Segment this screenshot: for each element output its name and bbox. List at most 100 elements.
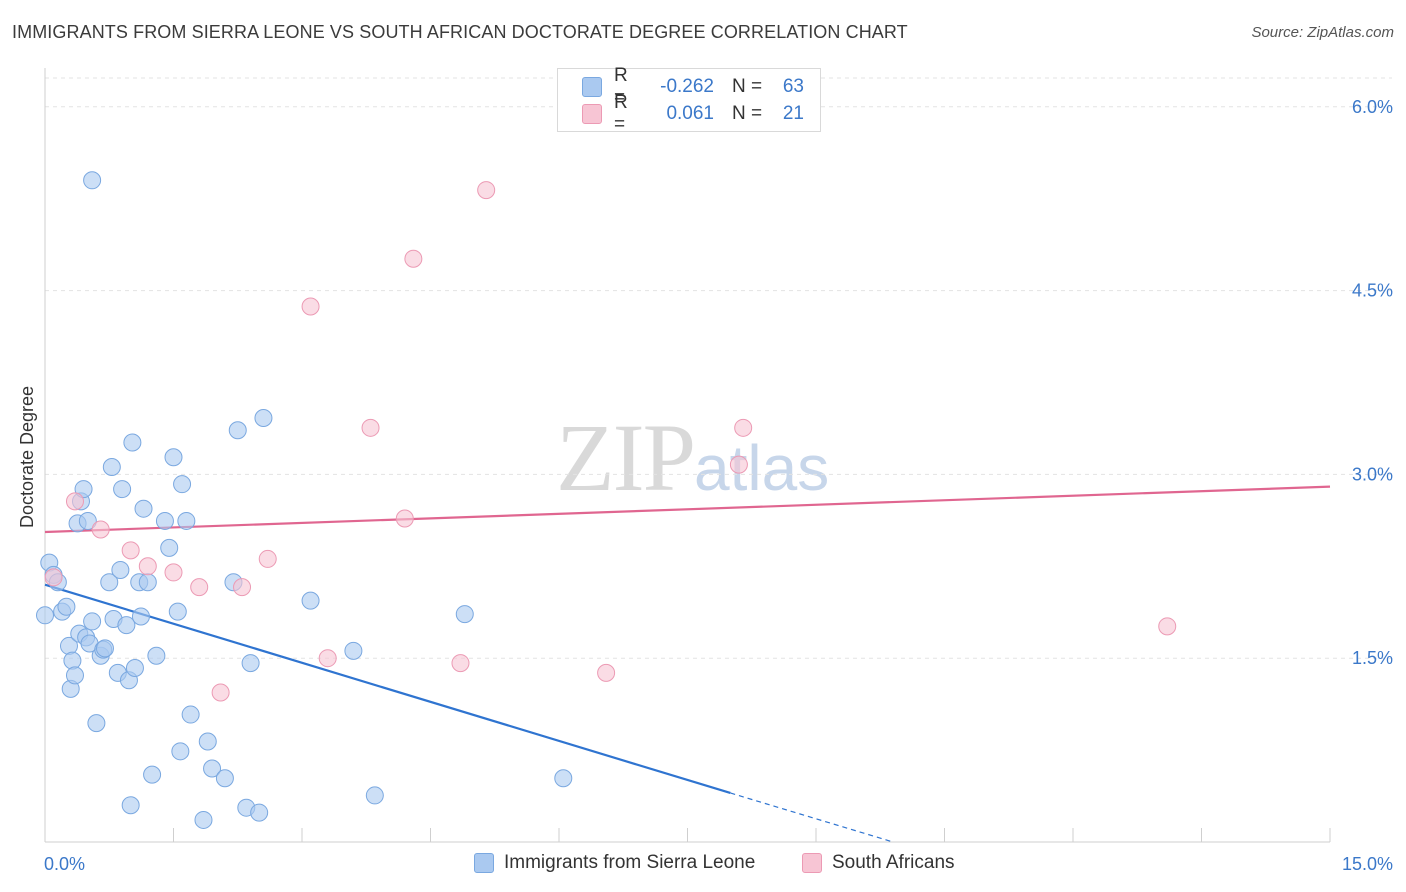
bottom-legend-label: Immigrants from Sierra Leone — [504, 852, 756, 873]
point-sierra-leone — [65, 666, 84, 685]
point-sierra-leone — [215, 769, 234, 788]
point-sierra-leone — [168, 602, 187, 621]
legend-row-sierra-leone: R = -0.262 N = 63 — [582, 65, 804, 108]
axis-layer — [44, 68, 1331, 843]
trend-extension-sierra-leone — [730, 792, 894, 843]
legend-r-label: R = — [614, 92, 628, 135]
point-south-africans — [597, 663, 616, 682]
point-sierra-leone — [87, 714, 106, 733]
bottom-legend-south-africans: South Africans — [802, 852, 955, 874]
point-south-africans — [91, 520, 110, 539]
point-south-africans — [258, 549, 277, 568]
point-sierra-leone — [181, 705, 200, 724]
point-sierra-leone — [78, 511, 97, 530]
point-sierra-leone — [164, 448, 183, 467]
point-sierra-leone — [74, 480, 93, 499]
legend-n-label: N = — [732, 103, 763, 124]
point-sierra-leone — [123, 433, 142, 452]
point-sierra-leone — [57, 597, 76, 616]
point-sierra-leone — [250, 803, 269, 822]
point-south-africans — [734, 418, 753, 437]
x-tick-label: 0.0% — [44, 854, 85, 874]
trend-line-south-africans — [44, 485, 1331, 534]
legend-r-value: -0.262 — [660, 76, 714, 97]
legend-r-label: R = — [614, 65, 628, 108]
point-sierra-leone — [83, 171, 102, 190]
point-south-africans — [404, 249, 423, 268]
y-tick-label: 1.5% — [1352, 648, 1393, 668]
point-sierra-leone — [228, 421, 247, 440]
point-south-africans — [121, 541, 140, 560]
point-south-africans — [318, 649, 337, 668]
legend-n-value: 21 — [782, 103, 804, 124]
point-south-africans — [301, 297, 320, 316]
point-sierra-leone — [344, 641, 363, 660]
bottom-legend-sierra-leone: Immigrants from Sierra Leone — [474, 852, 755, 874]
point-sierra-leone — [125, 658, 144, 677]
point-sierra-leone — [365, 786, 384, 805]
legend-swatch-south-africans — [582, 104, 602, 124]
point-sierra-leone — [155, 511, 174, 530]
point-south-africans — [477, 181, 496, 200]
grid-layer — [45, 77, 1392, 659]
point-sierra-leone — [198, 732, 217, 751]
point-sierra-leone — [102, 458, 121, 477]
source-label: Source: ZipAtlas.com — [1251, 24, 1394, 41]
point-south-africans — [211, 683, 230, 702]
point-sierra-leone — [173, 475, 192, 494]
point-south-africans — [451, 654, 470, 673]
y-tick-label: 3.0% — [1352, 464, 1393, 484]
point-sierra-leone — [554, 769, 573, 788]
watermark-zip: ZIP — [556, 404, 696, 511]
point-sierra-leone — [455, 605, 474, 624]
point-sierra-leone — [241, 654, 260, 673]
point-sierra-leone — [111, 560, 130, 579]
point-sierra-leone — [138, 573, 157, 592]
point-south-africans — [44, 568, 63, 587]
point-sierra-leone — [121, 796, 140, 815]
point-sierra-leone — [63, 651, 82, 670]
legend-r-value: 0.061 — [666, 103, 714, 124]
y-tick-label: 4.5% — [1352, 281, 1393, 301]
point-sierra-leone — [95, 639, 114, 658]
chart-title: IMMIGRANTS FROM SIERRA LEONE VS SOUTH AF… — [12, 22, 908, 42]
point-sierra-leone — [301, 591, 320, 610]
point-sierra-leone — [160, 538, 179, 557]
point-sierra-leone — [117, 616, 136, 635]
point-south-africans — [138, 557, 157, 576]
point-south-africans — [1158, 617, 1177, 636]
legend-row-south-africans: R = 0.061 N = 21 — [582, 92, 804, 135]
points-layer — [36, 171, 1177, 829]
point-sierra-leone — [100, 573, 119, 592]
point-sierra-leone — [194, 810, 213, 829]
trend-line-sierra-leone — [44, 583, 731, 795]
trend-layer — [44, 485, 1331, 843]
point-south-africans — [65, 492, 84, 511]
point-sierra-leone — [131, 607, 150, 626]
point-south-africans — [164, 563, 183, 582]
point-south-africans — [233, 578, 252, 597]
correlation-legend: R = -0.262 N = 63 R = 0.061 N = 21 — [557, 65, 821, 135]
bottom-legend-swatch-south-africans — [802, 853, 822, 873]
x-tick-label: 15.0% — [1342, 854, 1393, 874]
bottom-legend-swatch-sierra-leone — [474, 853, 494, 873]
point-sierra-leone — [143, 765, 162, 784]
point-south-africans — [395, 509, 414, 528]
point-south-africans — [190, 578, 209, 597]
point-sierra-leone — [83, 612, 102, 631]
point-sierra-leone — [171, 742, 190, 761]
point-sierra-leone — [147, 646, 166, 665]
point-sierra-leone — [36, 606, 54, 625]
point-sierra-leone — [254, 409, 273, 428]
legend-n-label: N = — [732, 76, 763, 97]
point-south-africans — [729, 455, 748, 474]
watermark: ZIPatlas — [556, 402, 829, 513]
y-axis-label: Doctorate Degree — [17, 386, 37, 528]
point-south-africans — [361, 418, 380, 437]
bottom-legend-label: South Africans — [832, 852, 955, 873]
label-layer: 1.5% 3.0% 4.5% 6.0% 0.0% 15.0% Doctorate Degre… — [17, 97, 1393, 874]
watermark-atlas: atlas — [694, 432, 830, 504]
legend-n-value: 63 — [782, 76, 804, 97]
legend-swatch-sierra-leone — [582, 77, 602, 97]
